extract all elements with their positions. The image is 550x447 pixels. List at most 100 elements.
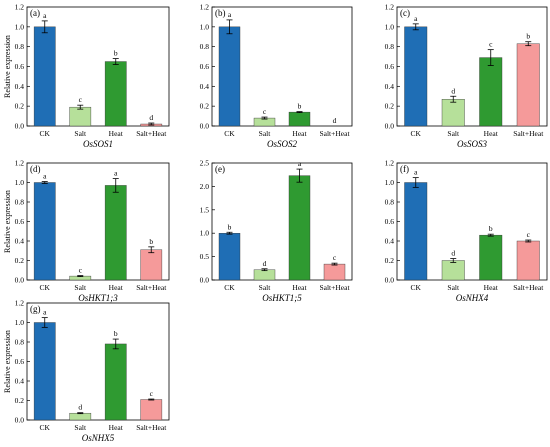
bar-heat: [104, 185, 127, 281]
x-tick-label: Heat: [292, 129, 307, 138]
bar-ck: [33, 26, 56, 127]
gene-title: OsHKT1;3: [78, 293, 118, 303]
y-tick-label: 0.2: [385, 256, 395, 265]
bar-salt: [253, 269, 276, 281]
y-tick-label: 0.8: [385, 198, 395, 207]
bar-salt: [441, 99, 465, 127]
x-tick-label: Salt: [259, 129, 272, 138]
x-tick-label: Salt+Heat: [136, 129, 167, 138]
x-tick-label: Salt: [74, 129, 87, 138]
y-tick-label: 0.8: [200, 42, 210, 51]
gene-title: OsSOS1: [83, 139, 113, 149]
panel-letter: (c): [400, 8, 410, 18]
bar-heat: [288, 175, 311, 281]
significance-letter: d: [78, 403, 82, 412]
y-tick-label: 2.5: [200, 159, 210, 168]
x-tick-label: Salt: [447, 129, 460, 138]
bar-salt-heat: [516, 43, 540, 127]
gene-title: OsNHX5: [82, 433, 115, 443]
bar-ck: [33, 182, 56, 281]
x-tick-label: Heat: [109, 423, 124, 432]
gene-title: OsHKT1;5: [262, 293, 302, 303]
bar-salt-heat: [140, 399, 163, 421]
x-tick-label: Heat: [292, 283, 307, 292]
significance-letter: b: [526, 32, 530, 41]
significance-letter: a: [414, 168, 418, 177]
x-tick-label: Salt+Heat: [319, 283, 350, 292]
chart-panel-4: 0.0 0.2 0.4 0.6 0.8 1.0 1.2 a CK c Salt a Heat b Salt+…: [3, 159, 170, 303]
y-tick-label: 0.2: [385, 102, 395, 111]
y-tick-label: 0.8: [15, 198, 25, 207]
y-tick-label: 1.2: [15, 159, 25, 168]
y-tick-label: 1.0: [200, 229, 210, 238]
chart-panel-3: 0.0 0.2 0.4 0.6 0.8 1.0 1.2 a CK d Salt c Heat b Salt+…: [385, 3, 548, 149]
panel-letter: (g): [30, 304, 41, 314]
y-tick-label: 0.0: [385, 276, 395, 285]
significance-letter: c: [527, 230, 531, 239]
gene-title: OsSOS2: [267, 139, 298, 149]
bar-ck: [404, 26, 428, 127]
significance-letter: c: [150, 389, 154, 398]
y-tick-label: 0.0: [385, 122, 395, 131]
significance-letter: b: [489, 224, 493, 233]
significance-letter: b: [298, 102, 302, 111]
chart-panel-5: 0.0 0.5 1.0 1.5 2.0 2.5 b CK d Salt a Heat c Salt+Hea…: [200, 159, 353, 303]
significance-letter: b: [114, 329, 118, 338]
x-tick-label: CK: [411, 283, 422, 292]
significance-letter: b: [228, 222, 232, 231]
chart-panel-2: 0.0 0.2 0.4 0.6 0.8 1.0 1.2 a CK c Salt b Heat d Salt+…: [200, 3, 353, 149]
significance-letter: d: [333, 116, 337, 125]
bar-heat: [104, 61, 127, 127]
x-tick-label: Salt+Heat: [513, 129, 544, 138]
chart-panel-1: 0.0 0.2 0.4 0.6 0.8 1.0 1.2 a CK c Salt b Heat d Salt+…: [3, 3, 170, 149]
bar-salt: [69, 106, 92, 127]
y-tick-label: 1.2: [15, 3, 25, 12]
y-tick-label: 0.6: [385, 62, 395, 71]
x-tick-label: Heat: [109, 283, 124, 292]
panel-letter: (a): [30, 8, 40, 18]
y-tick-label: 0.0: [15, 122, 25, 131]
x-tick-label: Salt+Heat: [136, 423, 167, 432]
y-tick-label: 2.0: [200, 182, 210, 191]
significance-letter: a: [114, 169, 118, 178]
bar-salt: [69, 412, 92, 421]
y-tick-label: 1.0: [385, 178, 395, 187]
y-tick-label: 0.8: [385, 42, 395, 51]
x-tick-label: Salt: [447, 283, 460, 292]
panel-letter: (d): [30, 164, 41, 174]
x-tick-label: CK: [224, 283, 235, 292]
y-tick-label: 0.8: [15, 338, 25, 347]
x-tick-label: Salt: [74, 423, 87, 432]
significance-letter: a: [43, 11, 47, 20]
significance-letter: d: [263, 259, 267, 268]
y-tick-label: 0.0: [15, 416, 25, 425]
bar-heat: [479, 57, 503, 127]
y-tick-label: 1.2: [385, 3, 395, 12]
gene-title: OsNHX4: [456, 293, 489, 303]
significance-letter: c: [489, 40, 493, 49]
significance-letter: a: [228, 10, 232, 19]
bar-heat: [104, 343, 127, 421]
significance-letter: c: [333, 253, 337, 262]
y-tick-label: 0.0: [200, 122, 210, 131]
y-tick-label: 0.5: [200, 252, 210, 261]
y-tick-label: 1.0: [15, 318, 25, 327]
bar-ck: [404, 182, 428, 281]
y-tick-label: 0.2: [15, 256, 25, 265]
y-tick-label: 0.6: [15, 62, 25, 71]
y-tick-label: 0.4: [385, 237, 395, 246]
y-tick-label: 0.4: [15, 377, 25, 386]
y-axis-title: Relative expression: [3, 330, 12, 393]
chart-panel-6: 0.0 0.2 0.4 0.6 0.8 1.0 1.2 a CK d Salt b Heat c Salt+…: [385, 159, 548, 303]
significance-letter: a: [43, 308, 47, 317]
x-tick-label: CK: [40, 283, 51, 292]
y-tick-label: 1.0: [385, 22, 395, 31]
significance-letter: c: [263, 107, 267, 116]
panel-letter: (e): [215, 164, 225, 174]
y-tick-label: 1.2: [200, 3, 210, 12]
y-tick-label: 0.2: [200, 102, 210, 111]
plot-frame: [211, 162, 353, 281]
y-axis-title: Relative expression: [3, 190, 12, 253]
y-tick-label: 0.4: [385, 82, 395, 91]
